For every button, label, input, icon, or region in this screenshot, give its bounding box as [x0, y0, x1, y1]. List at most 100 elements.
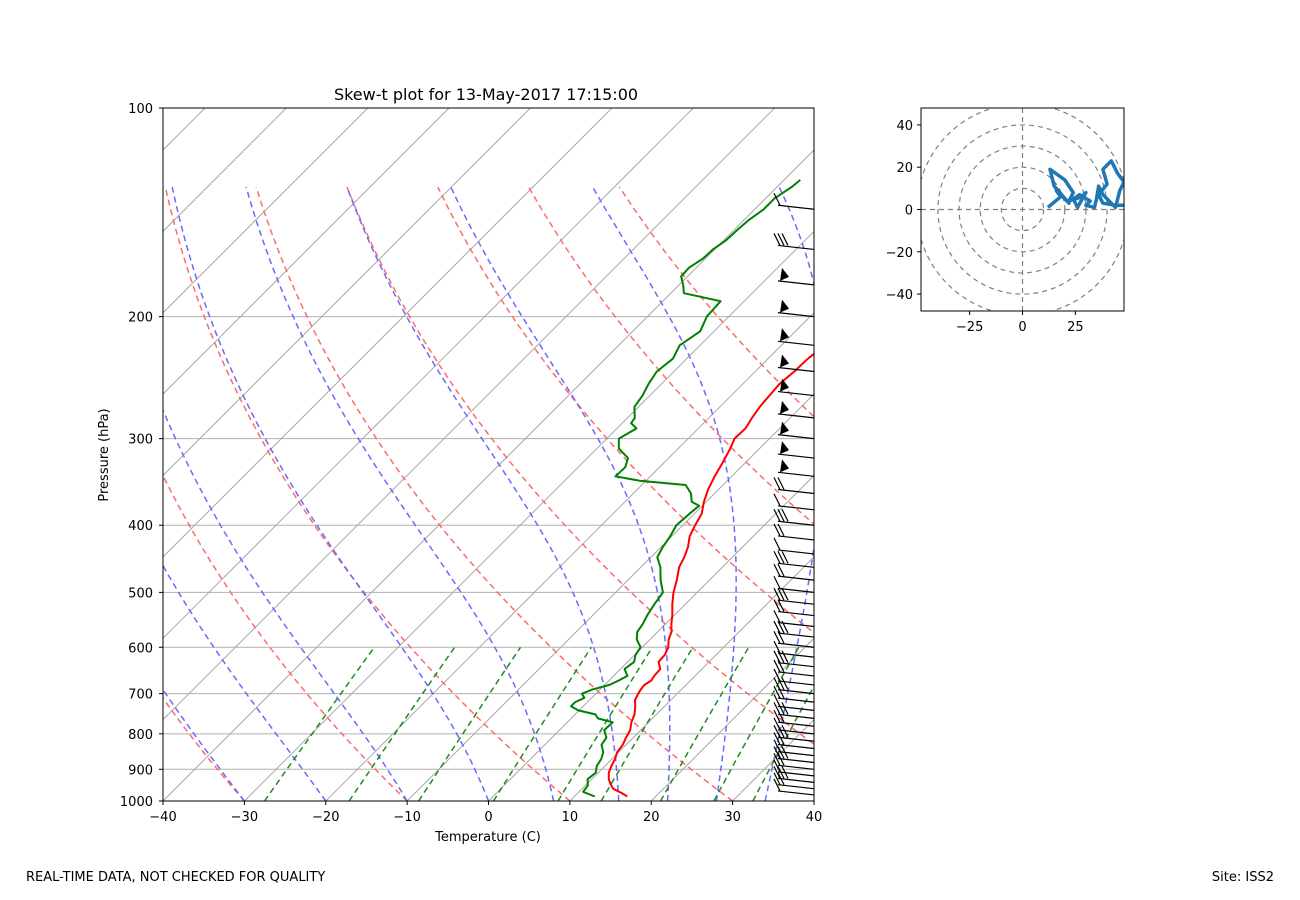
wind-barb [777, 421, 815, 440]
wind-barb [773, 576, 815, 593]
moist-adiabat [591, 186, 737, 801]
moist-adiabat [450, 186, 671, 801]
dry-adiabat [163, 473, 408, 801]
barb-pennant [780, 354, 789, 368]
barb-staff [777, 575, 815, 581]
barb-staff [777, 599, 815, 605]
wind-barbs [773, 192, 815, 796]
barb-flag [773, 766, 781, 779]
barb-staff [777, 764, 815, 770]
temperature-profile [607, 352, 814, 798]
isotherm-line [732, 718, 814, 801]
barb-staff [777, 743, 815, 750]
x-tick-label: −10 [393, 810, 420, 825]
barb-staff [777, 662, 815, 668]
wind-barb [773, 192, 815, 210]
moist-adiabat [245, 186, 555, 801]
barb-flag [773, 551, 781, 564]
barb-flag [781, 650, 789, 663]
wind-barb [773, 233, 815, 251]
hodo-y-tick-label: 0 [905, 204, 913, 219]
barb-flag [773, 620, 781, 634]
isotherm-line [163, 149, 814, 801]
barb-staff [777, 312, 815, 318]
wind-barb [777, 441, 815, 459]
barb-pennant [780, 267, 789, 281]
barb-flag [777, 233, 785, 246]
barb-staff [777, 520, 815, 526]
barb-staff [777, 642, 815, 648]
wind-barb [773, 599, 815, 617]
y-tick-label: 900 [128, 763, 153, 778]
barb-pennant [780, 421, 789, 435]
barb-staff [777, 453, 815, 459]
barb-staff [777, 671, 815, 677]
hodograph-ticks: −25 0 25 40 20 0 −20 −40 [886, 119, 1084, 335]
barb-staff [777, 721, 815, 727]
barb-staff [777, 632, 815, 638]
barb-pennant [780, 299, 789, 313]
barb-staff [777, 652, 815, 658]
isotherm-line [163, 108, 369, 314]
mixing-ratio-line [418, 646, 522, 801]
quality-disclaimer: REAL-TIME DATA, NOT CHECKED FOR QUALITY [26, 870, 326, 885]
isotherm-line [163, 108, 775, 721]
x-tick-label: 20 [643, 810, 660, 825]
barb-flag [773, 508, 781, 522]
wind-barb [773, 778, 815, 796]
barb-flag [773, 739, 781, 752]
hodo-x-tick-label: −25 [956, 320, 983, 335]
wind-barb [773, 537, 815, 555]
barb-pennant [780, 441, 789, 455]
barb-flag [773, 732, 781, 745]
dry-adiabat [618, 186, 814, 418]
dry-adiabat [163, 696, 245, 801]
barb-staff [777, 413, 815, 419]
barb-flag [781, 508, 789, 522]
moist-adiabat [171, 186, 490, 801]
barb-staff [777, 757, 815, 764]
isotherm-line [569, 556, 814, 801]
barb-staff [777, 790, 815, 796]
barb-flag [781, 551, 789, 564]
barb-flag [773, 759, 781, 773]
moist-adiabat [163, 408, 408, 801]
barb-pennant [780, 378, 789, 392]
barb-flag [773, 677, 781, 690]
y-axis-label: Pressure (hPa) [97, 408, 112, 501]
barb-staff [777, 777, 815, 783]
chart-title: Skew-t plot for 13-May-2017 17:15:00 [334, 85, 638, 104]
isotherm-line [163, 108, 450, 395]
x-tick-label: 30 [724, 810, 741, 825]
barb-staff [777, 621, 815, 628]
barb-flag [773, 702, 781, 715]
barb-flag [773, 537, 781, 551]
barb-staff [777, 680, 815, 686]
barb-flag [773, 587, 781, 601]
barb-flag [781, 233, 789, 246]
barb-staff [777, 751, 815, 757]
barb-staff [777, 535, 815, 541]
barb-staff [777, 729, 815, 735]
barb-flag [781, 702, 789, 715]
wind-barb [773, 610, 815, 628]
isotherm-line [0, 108, 42, 801]
wind-barb [773, 717, 815, 735]
dewpoint-profile [570, 179, 801, 798]
mixing-ratio-line [348, 646, 456, 801]
isotherm-line [488, 474, 814, 801]
isotherm-line [163, 108, 694, 639]
y-tick-label: 600 [128, 641, 153, 656]
barb-staff [777, 713, 815, 720]
barb-flag [773, 753, 781, 766]
barb-flag [773, 694, 781, 707]
dry-adiabat [527, 186, 814, 525]
barb-flag [773, 725, 781, 738]
barb-flag [773, 523, 781, 537]
barb-flag [773, 233, 781, 246]
barb-flag [773, 717, 781, 731]
hodo-x-tick-label: 0 [1018, 320, 1026, 335]
barb-flag [773, 778, 781, 792]
mixing-ratio-line [752, 684, 814, 801]
